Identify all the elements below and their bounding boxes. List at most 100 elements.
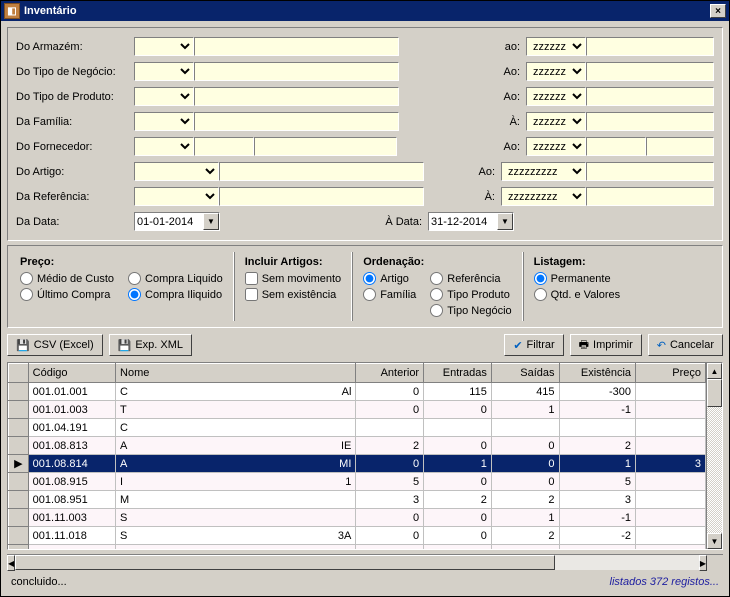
column-header[interactable]: Nome xyxy=(116,364,356,383)
row-header[interactable] xyxy=(9,437,29,455)
filter-from-desc[interactable] xyxy=(219,187,424,206)
cell-saidas: 1 xyxy=(491,401,559,419)
filter-row: Do Artigo:Ao:zzzzzzzzz xyxy=(16,159,714,184)
filter-from-select[interactable] xyxy=(134,62,194,81)
filter-from-select[interactable] xyxy=(134,187,219,206)
filter-label: Do Tipo de Negócio: xyxy=(16,66,134,78)
filter-from-select[interactable] xyxy=(134,37,194,56)
date-to-dropdown[interactable]: ▼ xyxy=(497,213,513,230)
table-row[interactable]: 001.04.191C xyxy=(9,419,706,437)
filter-from-desc[interactable] xyxy=(194,62,399,81)
date-from-dropdown[interactable]: ▼ xyxy=(203,213,219,230)
ord-artigo[interactable]: Artigo xyxy=(363,272,416,285)
scroll-track[interactable] xyxy=(707,379,722,533)
preco-liquido[interactable]: Compra Liquido xyxy=(128,272,223,285)
filter-from-select[interactable] xyxy=(134,137,194,156)
table-row[interactable]: 001.08.951M3223 xyxy=(9,491,706,509)
row-header[interactable]: ▶ xyxy=(9,455,29,473)
vertical-scrollbar[interactable]: ▲ ▼ xyxy=(706,363,722,549)
filter-to-desc[interactable] xyxy=(646,137,714,156)
row-header[interactable] xyxy=(9,401,29,419)
csv-button[interactable]: 💾CSV (Excel) xyxy=(7,334,103,356)
filter-from-select[interactable] xyxy=(134,87,194,106)
hscroll-thumb[interactable] xyxy=(15,555,555,570)
filter-to-extra[interactable] xyxy=(586,137,646,156)
cancel-button[interactable]: ↶Cancelar xyxy=(648,334,723,356)
printer-icon: 🖶 xyxy=(579,336,589,355)
row-header[interactable] xyxy=(9,545,29,550)
filter-to-desc[interactable] xyxy=(586,37,714,56)
column-header[interactable]: Preço xyxy=(636,364,706,383)
date-from-input[interactable] xyxy=(135,213,203,230)
row-header[interactable] xyxy=(9,491,29,509)
filter-to-desc[interactable] xyxy=(586,187,714,206)
table-row[interactable]: 001.01.001CAl0115415-300 xyxy=(9,383,706,401)
scroll-down-icon[interactable]: ▼ xyxy=(707,533,722,549)
ord-referencia[interactable]: Referência xyxy=(430,272,511,285)
column-header[interactable]: Existência xyxy=(559,364,635,383)
filter-from-desc[interactable] xyxy=(219,162,424,181)
row-header[interactable] xyxy=(9,527,29,545)
filter-to-select[interactable]: zzzzzzzzz xyxy=(501,187,586,206)
scroll-up-icon[interactable]: ▲ xyxy=(707,363,722,379)
filter-to-desc[interactable] xyxy=(586,87,714,106)
row-header[interactable] xyxy=(9,509,29,527)
list-permanente[interactable]: Permanente xyxy=(534,272,621,285)
table-row[interactable]: 001.11.027S3001-1 xyxy=(9,545,706,550)
ord-tipo-produto[interactable]: Tipo Produto xyxy=(430,288,511,301)
filter-to-desc[interactable] xyxy=(586,162,714,181)
filter-to-desc[interactable] xyxy=(586,112,714,131)
cell-saidas: 415 xyxy=(491,383,559,401)
print-button[interactable]: 🖶Imprimir xyxy=(570,334,642,356)
scroll-thumb[interactable] xyxy=(707,379,722,407)
filter-from-desc[interactable] xyxy=(194,37,399,56)
filter-to-select[interactable]: zzzzzz xyxy=(526,112,586,131)
horizontal-scrollbar[interactable]: ◀ ▶ xyxy=(7,554,723,570)
table-row[interactable]: ▶001.08.814AMI01013 xyxy=(9,455,706,473)
filter-from-desc[interactable] xyxy=(194,112,399,131)
incluir-sem-movimento[interactable]: Sem movimento xyxy=(245,272,341,285)
table-row[interactable]: 001.11.003S001-1 xyxy=(9,509,706,527)
filter-extra-input[interactable] xyxy=(194,137,254,156)
incluir-sem-existencia[interactable]: Sem existência xyxy=(245,288,341,301)
list-qtd-valores[interactable]: Qtd. e Valores xyxy=(534,288,621,301)
filter-to-select[interactable]: zzzzzzzzz xyxy=(501,162,586,181)
ord-familia[interactable]: Família xyxy=(363,288,416,301)
filter-to-select[interactable]: zzzzzz xyxy=(526,37,586,56)
xml-button[interactable]: 💾Exp. XML xyxy=(109,334,192,356)
preco-medio[interactable]: Médio de Custo xyxy=(20,272,114,285)
filter-from-select[interactable] xyxy=(134,112,194,131)
column-header[interactable]: Código xyxy=(28,364,115,383)
row-header[interactable] xyxy=(9,419,29,437)
column-header[interactable]: Saídas xyxy=(491,364,559,383)
filter-to-desc[interactable] xyxy=(586,62,714,81)
preco-iliquido[interactable]: Compra Iliquido xyxy=(128,288,223,301)
scroll-left-icon[interactable]: ◀ xyxy=(7,555,15,571)
hscroll-track[interactable] xyxy=(15,555,699,570)
date-to-input[interactable] xyxy=(429,213,497,230)
filter-to-select[interactable]: zzzzzz xyxy=(526,62,586,81)
table-row[interactable]: 001.08.915I15005 xyxy=(9,473,706,491)
ordenacao-title: Ordenação: xyxy=(363,256,511,268)
cell-nome: S3A xyxy=(116,527,356,545)
preco-ultimo[interactable]: Último Compra xyxy=(20,288,114,301)
row-header[interactable] xyxy=(9,473,29,491)
inventory-window: ◧ Inventário × Do Armazém:ao:zzzzzzDo Ti… xyxy=(0,0,730,597)
filter-from-desc[interactable] xyxy=(254,137,397,156)
filter-to-select[interactable]: zzzzzz xyxy=(526,87,586,106)
filter-from-select[interactable] xyxy=(134,162,219,181)
grid-scroll[interactable]: CódigoNomeAnteriorEntradasSaídasExistênc… xyxy=(8,363,706,549)
column-header[interactable]: Anterior xyxy=(356,364,424,383)
table-row[interactable]: 001.01.003T001-1 xyxy=(9,401,706,419)
filter-to-select[interactable]: zzzzzz xyxy=(526,137,586,156)
close-button[interactable]: × xyxy=(710,4,726,18)
ord-tipo-negocio[interactable]: Tipo Negócio xyxy=(430,304,511,317)
column-header[interactable]: Entradas xyxy=(424,364,492,383)
row-header[interactable] xyxy=(9,383,29,401)
scroll-right-icon[interactable]: ▶ xyxy=(699,555,707,571)
column-header[interactable] xyxy=(9,364,29,383)
table-row[interactable]: 001.11.018S3A002-2 xyxy=(9,527,706,545)
table-row[interactable]: 001.08.813AIE2002 xyxy=(9,437,706,455)
filter-button[interactable]: ✔Filtrar xyxy=(504,334,563,356)
filter-from-desc[interactable] xyxy=(194,87,399,106)
